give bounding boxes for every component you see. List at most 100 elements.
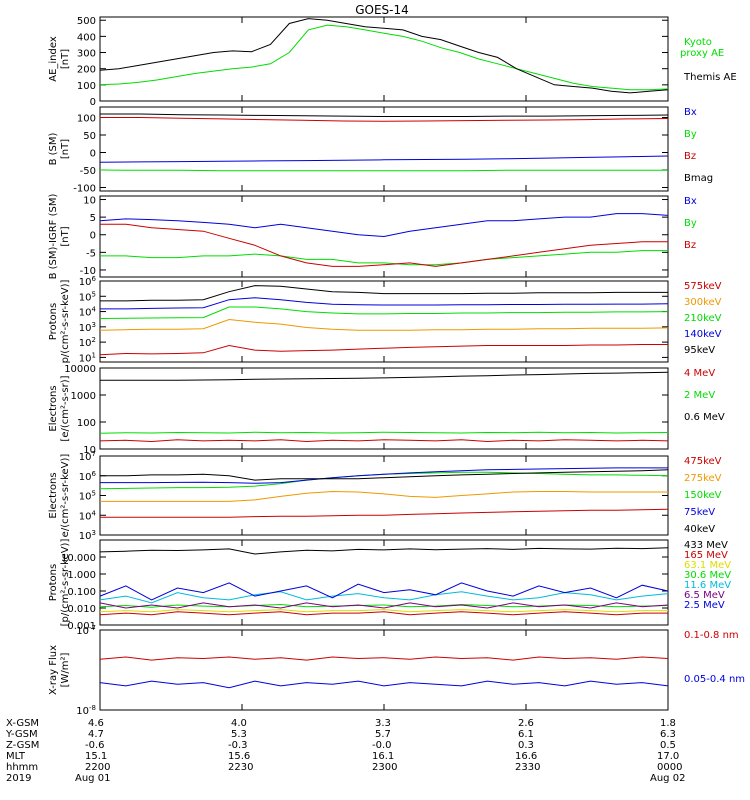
y-tick-label: 1000	[71, 391, 96, 402]
legend-entry: 2 MeV	[684, 390, 715, 401]
orbit-value: 0.5	[660, 740, 676, 751]
series-line	[100, 117, 669, 122]
y-tick-label: -50	[80, 166, 96, 177]
y-tick-label: 500	[77, 16, 96, 27]
series-line	[100, 113, 669, 117]
legend-entry: proxy AE	[680, 48, 724, 59]
legend-entry: Bx	[684, 107, 697, 118]
legend-entry: Bz	[684, 240, 696, 251]
y-axis-label: X-ray Flux	[48, 645, 59, 695]
y-axis-label: B (SM)	[48, 132, 59, 165]
legend-entry: 63.1 MeV	[684, 560, 731, 571]
y-tick-label: 10	[83, 196, 96, 207]
orbit-table: X-GSM Y-GSM Z-GSM MLT hhmm 2019 4.6 4.7 …	[5, 718, 685, 784]
series-line	[99, 611, 668, 616]
legend-entry: Bz	[684, 151, 696, 162]
series-line	[100, 250, 668, 266]
plot-title: GOES-14	[355, 3, 409, 17]
legend-entry: 140keV	[684, 329, 722, 340]
y-tick-label: 102	[79, 336, 96, 349]
series-line	[99, 609, 668, 613]
legend-entry: Bx	[684, 196, 697, 207]
orbit-value: 2.6	[518, 718, 534, 729]
legend-entry: 11.6 MeV	[684, 580, 731, 591]
series-line	[100, 297, 669, 310]
chart-panel-7: 10-8 10-7 X-ray Flux [W/m²] 0.1-0.8 nm 0.05-0…	[48, 624, 745, 717]
y-tick-label: 400	[77, 32, 96, 43]
plot-frame	[99, 16, 669, 102]
orbit-value: 16.1	[372, 751, 394, 762]
y-tick-label: 0	[90, 149, 96, 160]
orbit-column-2300: 3.3 5.7 -0.0 16.1 2300	[372, 718, 397, 773]
series-line	[99, 582, 669, 601]
orbit-column-2230: 4.0 5.3 -0.3 15.6 2230	[228, 718, 253, 773]
orbit-row-label: X-GSM	[6, 718, 39, 729]
series-line	[100, 490, 668, 502]
orbit-value: 3.3	[375, 718, 391, 729]
legend-entry: 6.5 MeV	[684, 590, 725, 601]
legend-entry: 433 MeV	[684, 540, 728, 551]
orbit-value: 0.3	[518, 740, 534, 751]
series-line	[99, 656, 669, 661]
series-line	[99, 155, 669, 163]
orbit-value: -0.6	[85, 740, 105, 751]
y-tick-label: -5	[86, 248, 96, 259]
y-tick-label: 10	[83, 445, 96, 456]
orbit-value: 1.8	[660, 718, 676, 729]
y-tick-label: 107	[79, 450, 96, 463]
orbit-row-label: hhmm	[6, 762, 38, 773]
series-line	[99, 547, 669, 555]
legend-entry: Bmag	[684, 173, 713, 184]
y-tick-label: 101	[79, 351, 96, 364]
y-tick-label: 105	[79, 490, 96, 503]
y-axis-label: Protons	[48, 303, 59, 340]
orbit-value: 4.6	[88, 718, 104, 729]
orbit-row-label: MLT	[6, 751, 26, 762]
orbit-value: 2230	[228, 762, 253, 773]
series-line	[100, 285, 668, 302]
orbit-value: 2330	[515, 762, 540, 773]
y-tick-label: 106	[79, 275, 97, 288]
y-axis-label-units: e/(cm²-s-sr-keV)]	[60, 454, 71, 538]
y-tick-label: 0.100	[67, 587, 96, 598]
y-tick-label: 200	[77, 65, 96, 76]
y-tick-label: 0	[90, 231, 96, 242]
series-line	[99, 439, 669, 443]
chart-panel-5: 103 104 105 106 107 Electrons e/(cm²-s-sr-keV)…	[48, 450, 722, 542]
chart-panel-4: 10 100 1000 10000 Electrons [e/(cm²-s-sr)] 4 M…	[48, 364, 725, 456]
series-line	[99, 591, 669, 604]
y-axis-label: Electrons	[48, 385, 59, 431]
y-tick-label: 1.000	[67, 570, 96, 581]
y-axis-label-units: [nT]	[60, 49, 71, 69]
y-axis-label-units: p/(cm²-s-sr-keV)]	[60, 280, 71, 364]
orbit-value: 4.7	[88, 729, 104, 740]
orbit-value: 6.3	[660, 729, 676, 740]
y-tick-label: 10-7	[76, 624, 96, 637]
plot-frame	[99, 629, 669, 711]
y-axis-label-units: [nT]	[60, 139, 71, 159]
chart-panel-1: -100 -50 0 50 100 B (SM) [nT] Bx By Bz Bmag	[48, 106, 713, 195]
y-tick-label: 0.001	[67, 621, 96, 632]
y-tick-label: 105	[79, 290, 96, 303]
legend-entry: 150keV	[684, 490, 722, 501]
orbit-column-2330: 2.6 6.1 0.3 16.6 2330	[515, 718, 540, 773]
orbit-value: Aug 02	[650, 773, 685, 784]
legend-entry: 95keV	[684, 345, 715, 356]
series-line	[99, 603, 669, 608]
series-line	[100, 508, 669, 518]
orbit-value: 17.0	[657, 751, 679, 762]
orbit-value: 6.1	[518, 729, 534, 740]
y-tick-label: 10000	[64, 364, 96, 375]
y-axis-label: B (SM)-IGRF (SM)	[48, 194, 59, 280]
legend-entry: 165 MeV	[684, 550, 728, 561]
orbit-column-2200: 4.6 4.7 -0.6 15.1 2200 Aug 01	[75, 718, 110, 784]
legend-entry: 0.1-0.8 nm	[684, 630, 739, 641]
orbit-value: 0000	[657, 762, 682, 773]
legend-entry: Themis AE	[683, 72, 737, 83]
y-axis-label-units: [nT]	[60, 226, 71, 246]
orbit-value: -0.0	[372, 740, 392, 751]
series-line	[99, 680, 669, 689]
